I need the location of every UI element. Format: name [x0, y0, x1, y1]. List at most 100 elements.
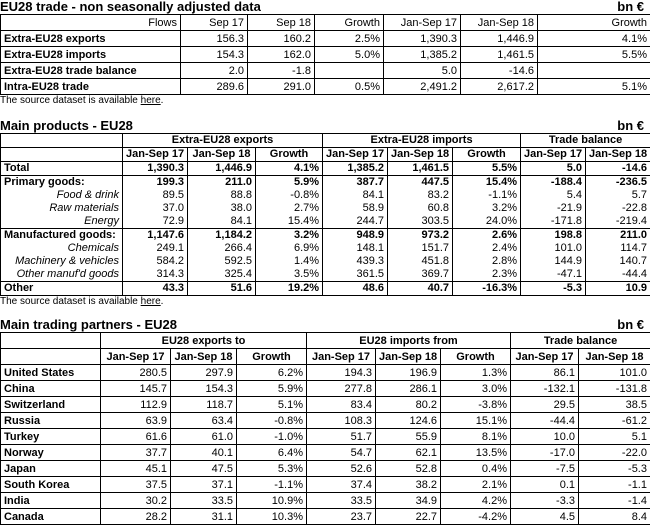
cell: 5.1% [538, 79, 650, 95]
cell [1, 134, 123, 148]
cell: 361.5 [323, 268, 388, 282]
cell: 37.0 [123, 202, 188, 215]
cell: 303.5 [388, 215, 453, 229]
cell: Jan-Sep 17 [384, 15, 461, 31]
products-section: Main products - EU28 bn € Extra-EU28 exp… [0, 119, 650, 307]
cell: 5.5% [453, 162, 521, 176]
cell: Jan-Sep 17 [521, 148, 586, 162]
cell: 1.3% [441, 365, 511, 381]
cell: 84.1 [188, 215, 256, 229]
cell: 5.9% [256, 176, 323, 190]
cell: -236.5 [586, 176, 650, 190]
cell: 1.4% [256, 255, 323, 268]
cell: 15.4% [453, 176, 521, 190]
cell: -1.8 [248, 63, 315, 79]
trade-section: EU28 trade - non seasonally adjusted dat… [0, 0, 650, 106]
cell: -171.8 [521, 215, 586, 229]
cell: 584.2 [123, 255, 188, 268]
cell: 973.2 [388, 229, 453, 243]
cell [315, 63, 384, 79]
cell: 61.0 [171, 429, 237, 445]
cell: -47.1 [521, 268, 586, 282]
cell: Growth [256, 148, 323, 162]
section-title: Main products - EU28 [0, 118, 133, 133]
cell: -14.6 [586, 162, 650, 176]
cell: 297.9 [171, 365, 237, 381]
cell: Sep 17 [181, 15, 248, 31]
cell: 38.5 [579, 397, 650, 413]
cell: 61.6 [101, 429, 171, 445]
cell: 286.1 [376, 381, 441, 397]
cell: 30.2 [101, 493, 171, 509]
cell: 3.2% [453, 202, 521, 215]
cell: Jan-Sep 18 [376, 349, 441, 365]
cell: 148.1 [323, 242, 388, 255]
cell: 5.3% [237, 461, 307, 477]
cell: -5.3 [579, 461, 650, 477]
cell: -0.8% [256, 189, 323, 202]
cell: -7.5 [511, 461, 579, 477]
cell: Flows [1, 15, 181, 31]
row-label: Other [1, 282, 123, 296]
cell: 1,385.2 [323, 162, 388, 176]
cell: 196.9 [376, 365, 441, 381]
cell: 5.0% [315, 47, 384, 63]
cell: -1.1% [237, 477, 307, 493]
cell: 144.9 [521, 255, 586, 268]
source-link[interactable]: here [141, 296, 161, 307]
cell: EU28 exports to [101, 333, 307, 349]
cell: 948.9 [323, 229, 388, 243]
row-label: South Korea [1, 477, 101, 493]
cell: Jan-Sep 17 [307, 349, 376, 365]
cell: 58.9 [323, 202, 388, 215]
cell: -188.4 [521, 176, 586, 190]
cell: -1.1% [453, 189, 521, 202]
cell: -44.4 [586, 268, 650, 282]
cell: Growth [441, 349, 511, 365]
cell: 198.8 [521, 229, 586, 243]
cell: Growth [538, 15, 650, 31]
cell: 160.2 [248, 31, 315, 47]
cell: 151.7 [388, 242, 453, 255]
cell: 2.7% [256, 202, 323, 215]
section-header: Main products - EU28 bn € [0, 119, 650, 133]
partners-section: Main trading partners - EU28 bn € EU28 e… [0, 318, 650, 525]
cell: 2.3% [453, 268, 521, 282]
cell: 592.5 [188, 255, 256, 268]
cell: 28.2 [101, 509, 171, 525]
cell: 5.4 [521, 189, 586, 202]
cell: 5.0 [521, 162, 586, 176]
cell: 8.1% [441, 429, 511, 445]
cell: 2,617.2 [461, 79, 538, 95]
cell: 387.7 [323, 176, 388, 190]
row-label: Other manuf'd goods [1, 268, 123, 282]
cell: 101.0 [579, 365, 650, 381]
cell [1, 349, 101, 365]
cell: 4.1% [538, 31, 650, 47]
cell: Extra-EU28 imports [323, 134, 521, 148]
row-label: Canada [1, 509, 101, 525]
cell: Growth [315, 15, 384, 31]
row-label: China [1, 381, 101, 397]
note-text: The source dataset is available [0, 95, 141, 106]
cell: 2.5% [315, 31, 384, 47]
cell: 194.3 [307, 365, 376, 381]
cell: Sep 18 [248, 15, 315, 31]
cell: -1.0% [237, 429, 307, 445]
cell: 5.1% [237, 397, 307, 413]
cell: 0.5% [315, 79, 384, 95]
cell: 1,461.5 [461, 47, 538, 63]
source-link[interactable]: here [141, 95, 161, 106]
row-label: United States [1, 365, 101, 381]
cell: 439.3 [323, 255, 388, 268]
cell: 5.5% [538, 47, 650, 63]
